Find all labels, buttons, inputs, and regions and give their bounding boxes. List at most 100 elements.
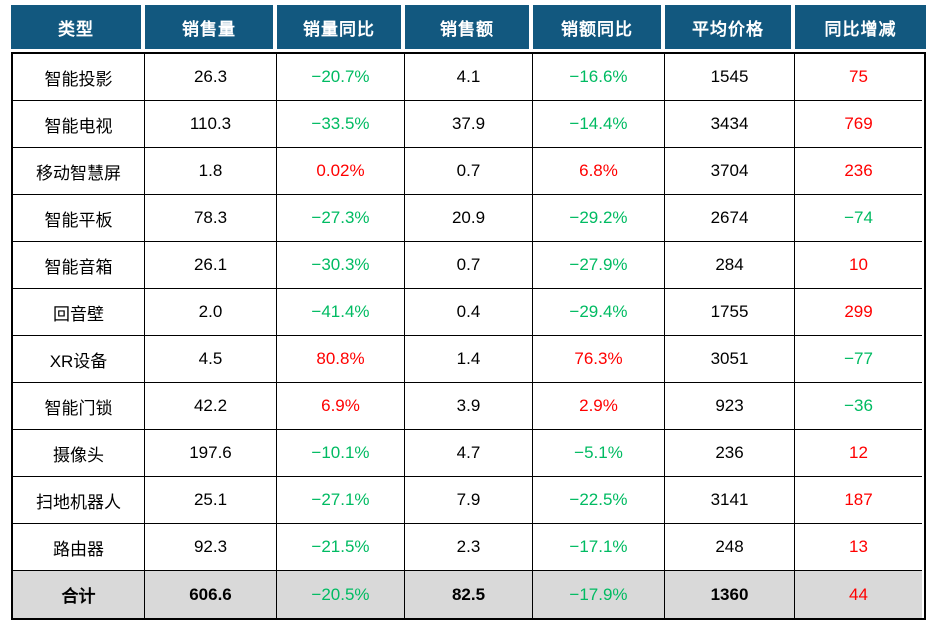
table-cell: 移动智慧屏 [13, 148, 145, 195]
table-cell: 25.1 [145, 477, 277, 524]
table-cell: 智能投影 [13, 54, 145, 101]
table-row: 智能平板 78.3 −27.3% 20.9 −29.2% 2674 −74 [13, 195, 924, 242]
table-cell: −22.5% [533, 477, 665, 524]
table-cell: 0.4 [405, 289, 533, 336]
table-cell: 80.8% [277, 336, 405, 383]
table-cell: 299 [795, 289, 922, 336]
table-cell: 1360 [665, 571, 795, 618]
table-cell: 1.8 [145, 148, 277, 195]
total-row: 合计 606.6 −20.5% 82.5 −17.9% 1360 44 [13, 571, 924, 618]
table-cell: 2.3 [405, 524, 533, 571]
table-cell: 1.4 [405, 336, 533, 383]
table-cell: 37.9 [405, 101, 533, 148]
table-cell: 6.9% [277, 383, 405, 430]
header-cell: 销额同比 [533, 5, 665, 49]
table-cell: −77 [795, 336, 922, 383]
table-cell: 197.6 [145, 430, 277, 477]
table-row: 智能音箱 26.1 −30.3% 0.7 −27.9% 284 10 [13, 242, 924, 289]
table-row: 移动智慧屏 1.8 0.02% 0.7 6.8% 3704 236 [13, 148, 924, 195]
table-cell: 智能门锁 [13, 383, 145, 430]
table-cell: 923 [665, 383, 795, 430]
table-row: 路由器 92.3 −21.5% 2.3 −17.1% 248 13 [13, 524, 924, 571]
table-cell: 236 [665, 430, 795, 477]
table-cell: 4.7 [405, 430, 533, 477]
table-cell: 42.2 [145, 383, 277, 430]
table-cell: 3141 [665, 477, 795, 524]
table-cell: 236 [795, 148, 922, 195]
table-cell: XR设备 [13, 336, 145, 383]
table-row: 摄像头 197.6 −10.1% 4.7 −5.1% 236 12 [13, 430, 924, 477]
table-cell: −27.3% [277, 195, 405, 242]
header-cell: 平均价格 [665, 5, 795, 49]
table-cell: 0.02% [277, 148, 405, 195]
header-cell: 销售额 [405, 5, 533, 49]
table-body: 智能投影 26.3 −20.7% 4.1 −16.6% 1545 75 智能电视 110.3 −3… [11, 52, 926, 620]
table-cell: 智能电视 [13, 101, 145, 148]
table-cell: −27.1% [277, 477, 405, 524]
table-cell: −20.7% [277, 54, 405, 101]
table-row: 回音壁 2.0 −41.4% 0.4 −29.4% 1755 299 [13, 289, 924, 336]
table-cell: 合计 [13, 571, 145, 618]
table-cell: 2.9% [533, 383, 665, 430]
header-cell: 销量同比 [277, 5, 405, 49]
table-cell: 3051 [665, 336, 795, 383]
table-cell: −74 [795, 195, 922, 242]
table-cell: 扫地机器人 [13, 477, 145, 524]
table-cell: −17.1% [533, 524, 665, 571]
table-cell: 3704 [665, 148, 795, 195]
table-cell: −29.4% [533, 289, 665, 336]
table-cell: 78.3 [145, 195, 277, 242]
table-cell: 187 [795, 477, 922, 524]
table-cell: 284 [665, 242, 795, 289]
table-cell: 248 [665, 524, 795, 571]
table-row: 扫地机器人 25.1 −27.1% 7.9 −22.5% 3141 187 [13, 477, 924, 524]
table-row: 智能投影 26.3 −20.7% 4.1 −16.6% 1545 75 [13, 54, 924, 101]
table-cell: 路由器 [13, 524, 145, 571]
header-cell: 类型 [11, 5, 145, 49]
table-cell: −30.3% [277, 242, 405, 289]
table-cell: 26.3 [145, 54, 277, 101]
table-cell: −36 [795, 383, 922, 430]
table-cell: −29.2% [533, 195, 665, 242]
table-cell: 75 [795, 54, 922, 101]
table-cell: 92.3 [145, 524, 277, 571]
table-cell: 44 [795, 571, 922, 618]
table-cell: 智能音箱 [13, 242, 145, 289]
table-cell: 110.3 [145, 101, 277, 148]
table-cell: 2.0 [145, 289, 277, 336]
table-cell: 4.5 [145, 336, 277, 383]
table-cell: 769 [795, 101, 922, 148]
table-row: XR设备 4.5 80.8% 1.4 76.3% 3051 −77 [13, 336, 924, 383]
table-cell: 2674 [665, 195, 795, 242]
table-cell: 6.8% [533, 148, 665, 195]
table-cell: 智能平板 [13, 195, 145, 242]
header-row: 类型 销售量 销量同比 销售额 销额同比 平均价格 同比增减 [11, 5, 926, 49]
sales-table: 类型 销售量 销量同比 销售额 销额同比 平均价格 同比增减 智能投影 26.3 −20.7% 4… [11, 5, 926, 620]
header-cell: 同比增减 [795, 5, 926, 49]
table-cell: −5.1% [533, 430, 665, 477]
table-cell: −20.5% [277, 571, 405, 618]
table-cell: 1755 [665, 289, 795, 336]
table-cell: 76.3% [533, 336, 665, 383]
table-cell: 3.9 [405, 383, 533, 430]
table-cell: −10.1% [277, 430, 405, 477]
table-row: 智能门锁 42.2 6.9% 3.9 2.9% 923 −36 [13, 383, 924, 430]
table-cell: −41.4% [277, 289, 405, 336]
table-cell: 回音壁 [13, 289, 145, 336]
table-cell: −27.9% [533, 242, 665, 289]
table-cell: −16.6% [533, 54, 665, 101]
table-cell: 12 [795, 430, 922, 477]
table-cell: 7.9 [405, 477, 533, 524]
table-cell: −17.9% [533, 571, 665, 618]
table-row: 智能电视 110.3 −33.5% 37.9 −14.4% 3434 769 [13, 101, 924, 148]
table-cell: 0.7 [405, 242, 533, 289]
table-cell: 26.1 [145, 242, 277, 289]
table-cell: −21.5% [277, 524, 405, 571]
table-cell: 3434 [665, 101, 795, 148]
table-cell: 606.6 [145, 571, 277, 618]
table-cell: 0.7 [405, 148, 533, 195]
table-cell: −14.4% [533, 101, 665, 148]
table-cell: 4.1 [405, 54, 533, 101]
table-cell: 82.5 [405, 571, 533, 618]
table-cell: 20.9 [405, 195, 533, 242]
